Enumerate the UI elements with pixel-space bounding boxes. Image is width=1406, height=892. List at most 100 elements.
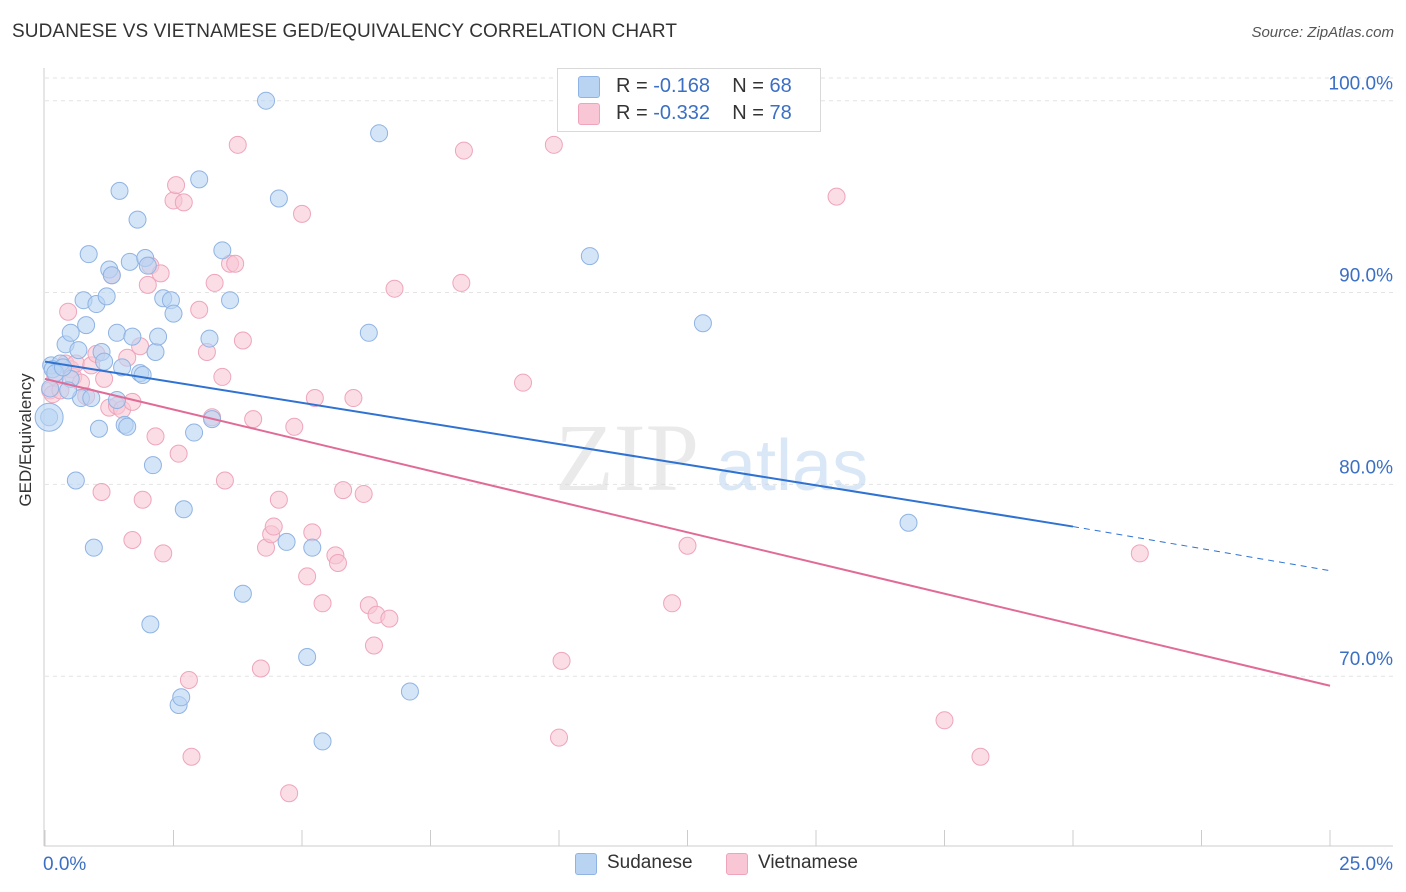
vietnamese-point xyxy=(364,636,383,655)
sudanese-points xyxy=(34,91,918,751)
legend-r-label: R = xyxy=(616,102,648,124)
sudanese-point xyxy=(118,417,137,436)
axes xyxy=(43,68,1393,847)
sudanese-point xyxy=(89,419,108,438)
watermark-atlas: atlas xyxy=(716,426,868,506)
vietnamese-point xyxy=(663,594,682,613)
vietnamese-point xyxy=(303,523,322,542)
y-tick-label: 70.0% xyxy=(1339,649,1393,670)
legend-swatch-sudanese xyxy=(578,76,600,98)
vietnamese-point xyxy=(971,747,990,766)
bottom-legend-swatch-sudanese xyxy=(575,853,597,875)
vietnamese-point xyxy=(215,471,234,490)
sudanese-point xyxy=(269,189,288,208)
vietnamese-trend-line xyxy=(44,377,1331,687)
sudanese-point xyxy=(899,513,918,532)
vietnamese-point xyxy=(205,273,224,292)
sudanese-point xyxy=(174,500,193,519)
y-axis-label-text: GED/Equivalency xyxy=(16,373,35,507)
bottom-legend-swatch-vietnamese xyxy=(726,853,748,875)
sudanese-point xyxy=(143,456,162,475)
trend-lines xyxy=(44,360,1331,687)
vietnamese-point xyxy=(552,651,571,670)
sudanese-point xyxy=(298,648,317,667)
vietnamese-point xyxy=(305,389,324,408)
sudanese-point xyxy=(53,358,72,377)
vietnamese-point xyxy=(228,135,247,154)
vietnamese-point xyxy=(328,554,347,573)
vietnamese-point xyxy=(154,544,173,563)
tick-labels: 70.0% 80.0% 90.0% 100.0% 0.0% 25.0% xyxy=(43,74,1393,875)
vietnamese-point xyxy=(251,659,270,678)
vietnamese-point xyxy=(138,275,157,294)
y-tick-label: 90.0% xyxy=(1339,266,1393,287)
sudanese-point xyxy=(185,423,204,442)
source-label: Source: ZipAtlas.com xyxy=(1251,24,1394,41)
sudanese-point xyxy=(79,245,98,264)
vietnamese-point xyxy=(92,483,111,502)
sudanese-point xyxy=(277,532,296,551)
sudanese-point xyxy=(359,323,378,342)
sudanese-point xyxy=(233,584,252,603)
vietnamese-point xyxy=(233,331,252,350)
bottom-legend-label-sudanese: Sudanese xyxy=(607,852,693,873)
vietnamese-point xyxy=(1130,544,1149,563)
legend-r-label: R = xyxy=(616,75,648,97)
legend-n-value: 68 xyxy=(769,75,792,97)
sudanese-point xyxy=(313,732,332,751)
vietnamese-point xyxy=(385,279,404,298)
vietnamese-point xyxy=(190,300,209,319)
vietnamese-point xyxy=(182,747,201,766)
vietnamese-point xyxy=(244,410,263,429)
correlation-legend: R = -0.168 N = 68 R = -0.332 N = 78 xyxy=(557,68,821,132)
sudanese-point xyxy=(200,329,219,348)
sudanese-trend-line xyxy=(44,360,1074,528)
vietnamese-point xyxy=(285,417,304,436)
vietnamese-point xyxy=(380,609,399,628)
sudanese-point xyxy=(97,287,116,306)
sudanese-point xyxy=(113,358,132,377)
sudanese-point xyxy=(128,210,147,229)
sudanese-point xyxy=(107,323,126,342)
sudanese-point xyxy=(221,291,240,310)
sudanese-point xyxy=(138,256,157,275)
vietnamese-point xyxy=(213,367,232,386)
sudanese-point xyxy=(257,91,276,110)
vietnamese-point xyxy=(454,141,473,160)
vietnamese-point xyxy=(293,204,311,223)
sudanese-point xyxy=(172,688,191,707)
sudanese-point xyxy=(303,538,322,557)
vietnamese-point xyxy=(280,784,299,803)
vietnamese-point xyxy=(146,427,165,446)
vietnamese-point xyxy=(169,444,188,463)
vietnamese-point xyxy=(298,567,317,586)
sudanese-point xyxy=(190,170,209,189)
vietnamese-point xyxy=(678,536,697,555)
sudanese-point xyxy=(95,352,114,371)
legend-swatch-vietnamese xyxy=(578,103,600,125)
vietnamese-point xyxy=(452,273,471,292)
x-tick-label-min: 0.0% xyxy=(43,854,86,875)
sudanese-point xyxy=(213,241,232,260)
chart-title: SUDANESE VS VIETNAMESE GED/EQUIVALENCY C… xyxy=(12,21,678,42)
x-tick-label-max: 25.0% xyxy=(1339,854,1393,875)
vietnamese-point xyxy=(827,187,846,206)
sudanese-point xyxy=(120,252,139,271)
sudanese-point xyxy=(123,327,142,346)
sudanese-point xyxy=(693,314,712,333)
sudanese-point xyxy=(66,471,85,490)
zipatlas-watermark: ZIP atlas xyxy=(555,404,868,511)
sudanese-point xyxy=(133,366,152,385)
sudanese-point xyxy=(580,247,599,266)
vietnamese-point xyxy=(167,176,186,195)
y-tick-label: 80.0% xyxy=(1339,457,1393,478)
vietnamese-point xyxy=(334,481,353,500)
sudanese-point xyxy=(146,342,165,361)
vietnamese-point xyxy=(269,490,288,509)
sudanese-point xyxy=(102,266,121,285)
legend-n-label: N = xyxy=(732,75,764,97)
sudanese-point-large xyxy=(34,402,64,432)
watermark-zip: ZIP xyxy=(555,404,699,511)
y-tick-label: 100.0% xyxy=(1329,74,1394,95)
